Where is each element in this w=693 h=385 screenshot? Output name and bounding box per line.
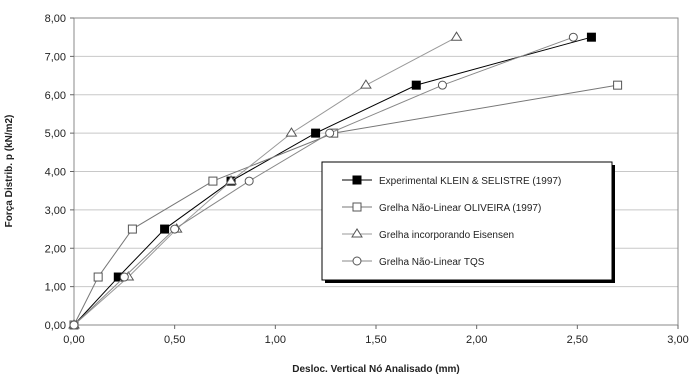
y-axis-title: Força Distrib. p (kN/m2) bbox=[4, 115, 15, 228]
legend: Experimental KLEIN & SELISTRE (1997) Grel… bbox=[321, 161, 615, 283]
x-axis-title: Desloc. Vertical Nó Analisado (mm) bbox=[292, 364, 459, 375]
data-point bbox=[69, 320, 79, 330]
x-tick-label: 3,00 bbox=[667, 334, 688, 346]
data-point bbox=[411, 80, 421, 90]
data-point bbox=[208, 176, 218, 186]
legend-box bbox=[321, 161, 613, 281]
y-tick-label: 6,00 bbox=[45, 90, 66, 102]
legend-label: Grelha Não-Linear TQS bbox=[379, 257, 485, 268]
data-point bbox=[360, 79, 372, 89]
data-point bbox=[325, 128, 335, 138]
legend-item: Grelha Não-Linear TQS bbox=[342, 256, 485, 268]
series-4 bbox=[69, 32, 578, 330]
legend-label: Experimental KLEIN & SELISTRE (1997) bbox=[379, 176, 561, 187]
x-tick-label: 2,00 bbox=[466, 334, 487, 346]
data-point bbox=[311, 128, 321, 138]
x-tick-label: 1,00 bbox=[265, 334, 286, 346]
y-tick-label: 4,00 bbox=[45, 167, 66, 179]
data-point bbox=[170, 224, 180, 234]
x-tick-label: 0,00 bbox=[63, 334, 84, 346]
y-tick-label: 3,00 bbox=[45, 205, 66, 217]
y-tick-label: 8,00 bbox=[45, 13, 66, 25]
legend-marker bbox=[352, 202, 362, 212]
y-tick-label: 0,00 bbox=[45, 320, 66, 332]
data-point bbox=[244, 176, 254, 186]
data-point bbox=[225, 175, 237, 185]
y-axis-ticks: 0,00 1,00 2,00 3,00 4,00 5,00 6,00 7,00 8,00 bbox=[45, 13, 74, 332]
x-tick-label: 2,50 bbox=[567, 334, 588, 346]
legend-label: Grelha incorporando Eisensen bbox=[379, 230, 514, 241]
series-line bbox=[73, 84, 618, 326]
data-point bbox=[127, 224, 137, 234]
data-point bbox=[160, 224, 170, 234]
y-tick-label: 5,00 bbox=[45, 128, 66, 140]
x-tick-label: 0,50 bbox=[164, 334, 185, 346]
legend-item: Grelha Não-Linear OLIVEIRA (1997) bbox=[342, 202, 541, 214]
legend-item: Experimental KLEIN & SELISTRE (1997) bbox=[342, 175, 561, 187]
x-tick-label: 1,50 bbox=[365, 334, 386, 346]
y-tick-label: 7,00 bbox=[45, 51, 66, 63]
data-series bbox=[68, 31, 623, 330]
data-point bbox=[450, 31, 463, 41]
y-tick-label: 1,00 bbox=[45, 282, 66, 294]
data-point bbox=[437, 80, 447, 90]
legend-label: Grelha Não-Linear OLIVEIRA (1997) bbox=[379, 203, 541, 214]
data-point bbox=[119, 272, 129, 282]
data-point bbox=[586, 32, 596, 42]
legend-marker bbox=[352, 256, 362, 266]
legend-marker bbox=[351, 228, 363, 238]
data-point bbox=[285, 127, 298, 137]
legend-item: Grelha incorporando Eisensen bbox=[342, 228, 514, 241]
data-point bbox=[568, 32, 578, 42]
legend-marker bbox=[352, 175, 362, 185]
data-point bbox=[613, 80, 623, 90]
y-tick-label: 2,00 bbox=[45, 243, 66, 255]
x-axis-ticks: 0,00 0,50 1,00 1,50 2,00 2,50 3,00 bbox=[63, 325, 689, 346]
data-point bbox=[93, 272, 103, 282]
